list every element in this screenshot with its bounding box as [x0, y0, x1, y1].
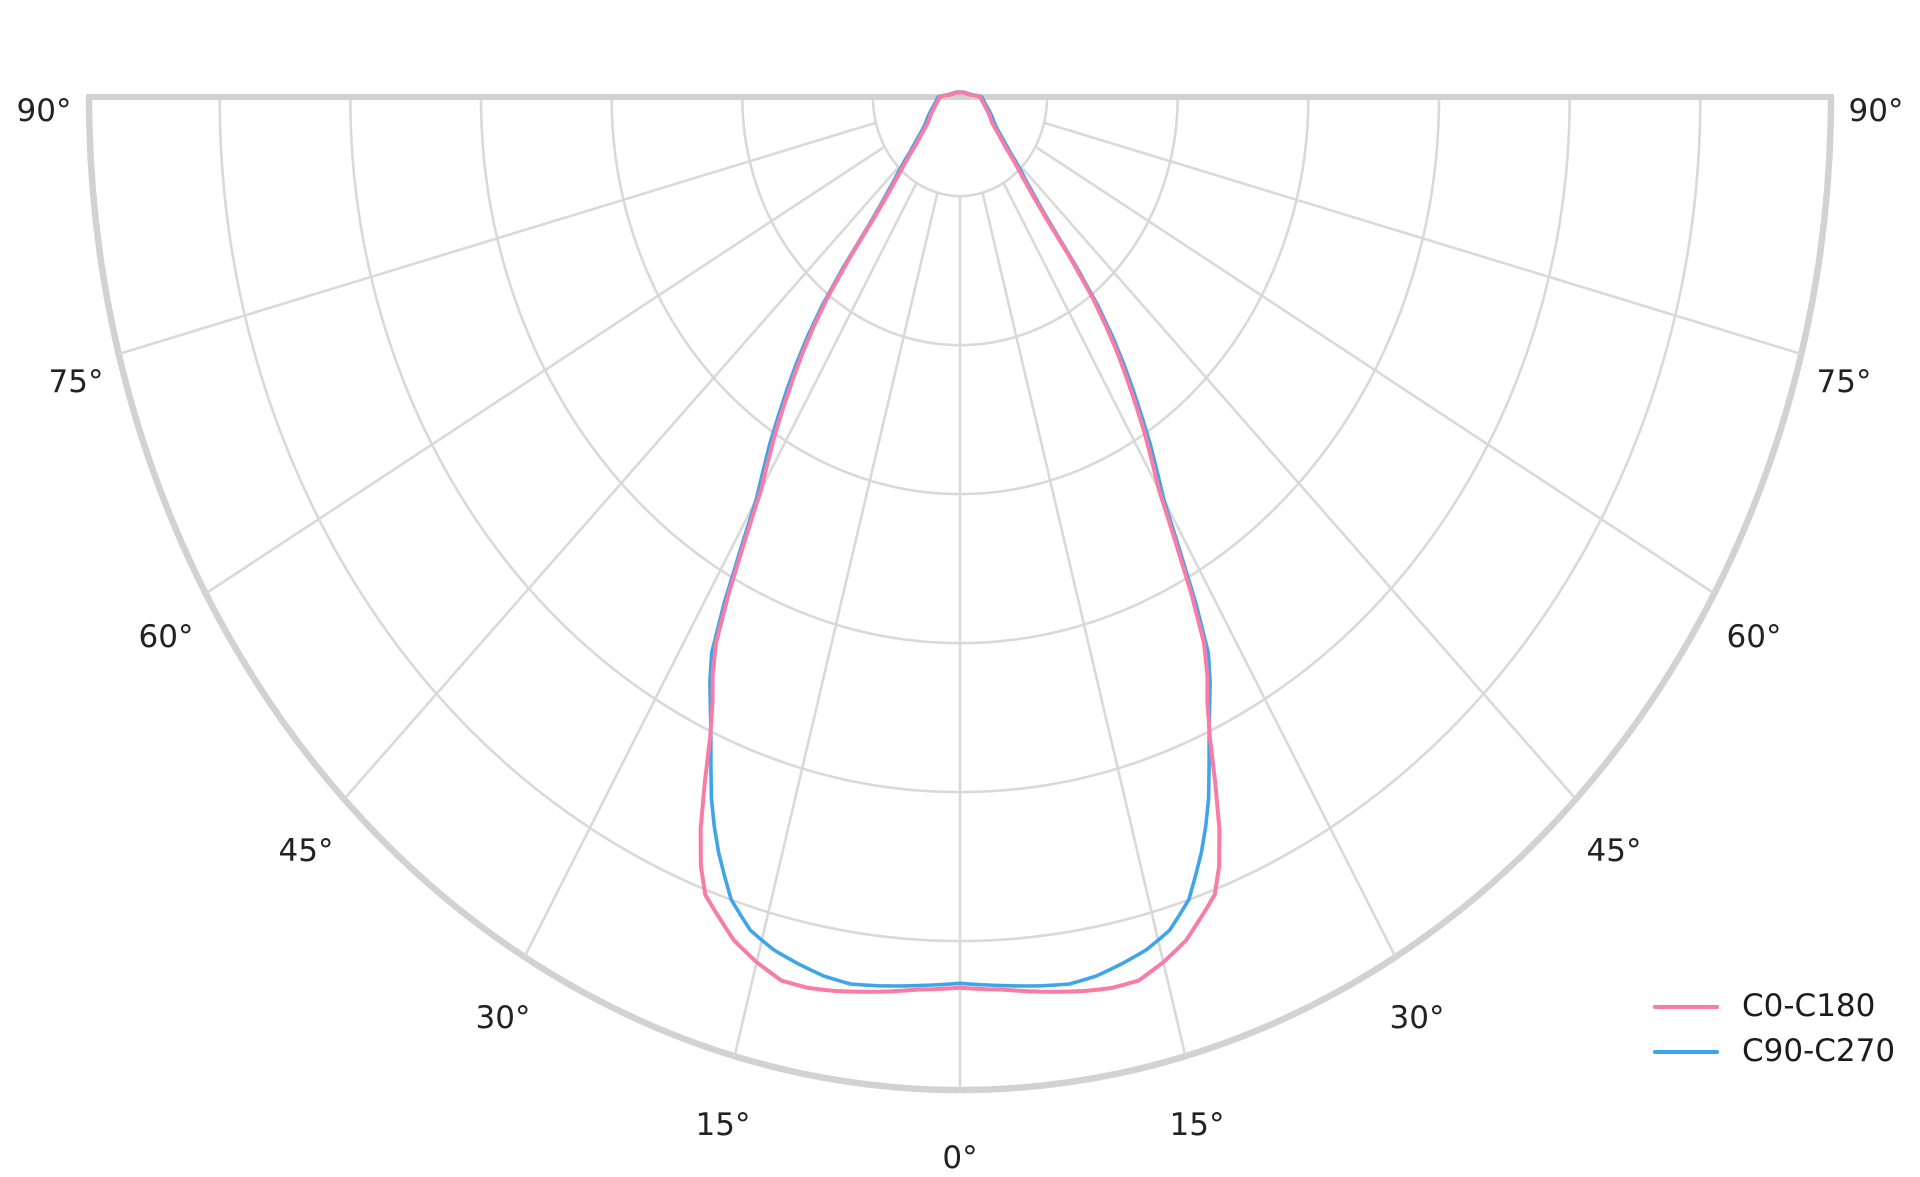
- grid-radial-75-right: [1043, 121, 1802, 356]
- grid-radial-60-right: [1034, 145, 1716, 595]
- angle-label-5: 15°: [695, 1107, 751, 1143]
- curve-c0-c180: [698, 90, 1222, 994]
- grid-arc: [871, 96, 1049, 198]
- legend-swatch-c0-c180: [1653, 1004, 1719, 1009]
- legend-swatch-c90-c270: [1653, 1049, 1719, 1054]
- angle-label-3: 45°: [278, 833, 334, 869]
- grid-radial-45-left: [343, 166, 900, 801]
- angle-label-10: 60°: [1726, 619, 1782, 655]
- legend-item-c0-c180: C0-C180: [1653, 984, 1895, 1029]
- grid-radial-30-left: [523, 182, 918, 958]
- angle-label-12: 90°: [1848, 93, 1904, 129]
- angle-label-9: 45°: [1586, 833, 1642, 869]
- grid-radial-45-right: [1020, 166, 1577, 801]
- grid-radial-75-left: [118, 121, 877, 356]
- grid-radial-30-right: [1002, 182, 1397, 958]
- angle-label-4: 30°: [475, 1000, 531, 1036]
- grid-radial-15-left: [733, 192, 939, 1057]
- legend-item-c90-c270: C90-C270: [1653, 1029, 1895, 1074]
- legend-label-c90-c270: C90-C270: [1742, 1033, 1896, 1069]
- angle-label-7: 15°: [1169, 1107, 1225, 1143]
- angle-label-8: 30°: [1389, 1000, 1445, 1036]
- grid-radial-60-left: [204, 145, 886, 595]
- legend: C0-C180 C90-C270: [1653, 984, 1895, 1074]
- legend-label-c0-c180: C0-C180: [1742, 988, 1876, 1024]
- angle-label-11: 75°: [1816, 364, 1872, 400]
- grid-radial-15-right: [981, 192, 1187, 1057]
- angle-label-2: 60°: [138, 619, 194, 655]
- angle-label-1: 75°: [48, 364, 104, 400]
- angle-label-0: 90°: [16, 93, 72, 129]
- angle-label-6: 0°: [942, 1140, 978, 1176]
